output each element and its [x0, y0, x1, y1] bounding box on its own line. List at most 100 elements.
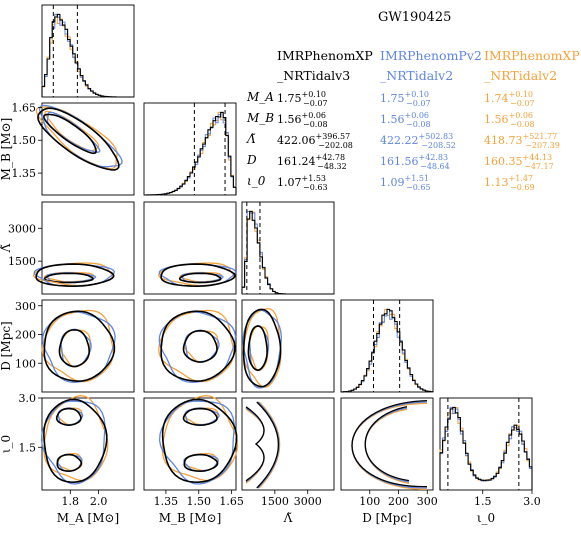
contour-IMRPhenomXP_NRTidalv3	[245, 406, 265, 482]
y-tick-label: 300	[15, 300, 36, 313]
x-axis-label: M_B [M⊙]	[159, 511, 222, 525]
legend-value-cell: 418.73+521.77−207.39	[484, 132, 560, 150]
legend-value-cell: 1.56+0.06−0.08	[277, 111, 328, 129]
contour-IMRPhenomXP_NRTidalv3	[58, 328, 91, 368]
contour-IMRPhenomXP_NRTidalv3	[43, 398, 108, 484]
lower-error: −0.63	[303, 183, 328, 192]
y-tick-label: 3000	[8, 222, 36, 235]
x-tick-label: 100	[359, 495, 380, 508]
x-tick-label: 2.0	[90, 495, 108, 508]
lower-error: −0.07	[303, 99, 328, 108]
upper-error: +44.13	[522, 153, 553, 162]
lower-error: −0.65	[406, 183, 431, 192]
y-tick-label: 1.50	[12, 134, 37, 147]
legend-value-cell: 160.35+44.13−47.17	[484, 153, 554, 171]
x-tick-label: 200	[388, 495, 409, 508]
lower-error: −0.07	[406, 99, 431, 108]
value: 418.73	[484, 134, 523, 147]
y-tick-label: 1.65	[12, 101, 37, 114]
x-tick-label: 3.0	[523, 495, 541, 508]
contour-IMRPhenomXP_NRTidalv3	[247, 325, 268, 372]
legend-col-1-name: IMRPhenomXP	[277, 48, 373, 63]
legend-col-2-suffix: _NRTidalv2	[380, 68, 454, 83]
panel-5-4	[340, 397, 434, 491]
contour-IMRPhenomPv2_NRTidalv2	[40, 400, 106, 485]
panel-frame	[143, 102, 237, 196]
y-tick-label: 1.5	[19, 441, 37, 454]
contour-IMRPhenomXP_NRTidalv2	[158, 309, 235, 383]
legend-value-cell: 1.75+0.10−0.07	[380, 90, 431, 108]
value: 161.56	[380, 155, 419, 168]
x-tick-label: 1.50	[187, 495, 212, 508]
y-tick-label: 3.0	[19, 392, 37, 405]
hist-IMRPhenomXP_NRTidalv3	[144, 111, 237, 196]
upper-error: +1.51	[404, 174, 430, 183]
contour-IMRPhenomXP_NRTidalv3	[182, 407, 218, 427]
contour-IMRPhenomXP_NRTidalv3	[256, 401, 279, 489]
upper-error: +1.47	[508, 174, 534, 183]
value: 1.56	[484, 113, 509, 126]
panel-5-5	[439, 397, 533, 491]
hist-IMRPhenomXP_NRTidalv3	[41, 13, 134, 98]
panel-4-4	[340, 299, 434, 393]
x-tick-label: 3000	[294, 495, 322, 508]
contour-IMRPhenomXP_NRTidalv3	[161, 398, 238, 484]
y-tick-label: 1500	[8, 255, 36, 268]
panel-4-2	[143, 299, 237, 393]
legend-value-cell: 1.75+0.10−0.07	[277, 90, 328, 108]
lower-error: −48.32	[317, 162, 347, 171]
contour-IMRPhenomXP_NRTidalv3	[56, 453, 83, 473]
contour-IMRPhenomXP_NRTidalv3	[42, 113, 97, 155]
x-tick-label: 1.5	[474, 495, 492, 508]
y-axis-label: Λ̃	[0, 243, 13, 253]
upper-error: +42.83	[418, 153, 449, 162]
upper-error: +42.78	[315, 153, 346, 162]
contour-IMRPhenomPv2_NRTidalv2	[158, 400, 235, 485]
upper-error: +0.10	[404, 90, 430, 99]
y-axis-label: ι_0	[0, 435, 13, 453]
lower-error: −0.08	[303, 120, 328, 129]
legend-value-cell: 422.22+502.83−208.52	[380, 132, 456, 150]
panel-5-2	[143, 395, 239, 491]
legend-col-2-name: IMRPhenomPv2	[380, 48, 482, 63]
plot-title: GW190425	[378, 10, 452, 25]
contour-IMRPhenomXP_NRTidalv3	[364, 405, 410, 482]
y-tick-label: 200	[15, 329, 36, 342]
panel-2-1	[35, 102, 135, 196]
panel-2-2	[143, 102, 237, 196]
upper-error: +1.53	[301, 174, 327, 183]
hist-IMRPhenomXP_NRTidalv3	[439, 406, 533, 490]
value: 1.13	[484, 176, 509, 189]
panel-frame	[241, 201, 335, 295]
upper-error: +502.83	[418, 132, 454, 141]
panel-frame	[241, 397, 335, 491]
lower-error: −0.07	[510, 99, 535, 108]
x-tick-label: 1.35	[154, 495, 179, 508]
value: 1.75	[380, 92, 405, 105]
panel-1-1	[41, 4, 135, 98]
x-axis-label: M_A [M⊙]	[57, 511, 119, 525]
y-axis-label: M_B [M⊙]	[0, 118, 13, 181]
contour-IMRPhenomXP_NRTidalv3	[160, 263, 236, 288]
value: 1.09	[380, 176, 405, 189]
y-axis-label: D [Mpc]	[0, 321, 13, 371]
lower-error: −208.52	[421, 141, 456, 150]
lower-error: −0.69	[510, 183, 535, 192]
upper-error: +0.10	[508, 90, 534, 99]
value: 422.22	[380, 134, 419, 147]
value: 1.75	[277, 92, 302, 105]
legend-value-cell: 1.07+1.53−0.63	[277, 174, 328, 192]
legend-value-cell: 422.06+396.57−202.08	[277, 132, 353, 150]
panel-frame	[41, 397, 135, 491]
panel-3-2	[143, 201, 237, 295]
upper-error: +396.57	[315, 132, 351, 141]
panel-frame	[439, 397, 533, 491]
contour-IMRPhenomXP_NRTidalv3	[178, 272, 222, 284]
legend-value-cell: 161.56+42.83−48.64	[380, 153, 450, 171]
panel-4-1	[41, 299, 135, 393]
contour-IMRPhenomXP_NRTidalv2	[41, 309, 114, 383]
legend-param-label: D	[247, 153, 257, 167]
legend-value-cell: 1.56+0.06−0.08	[380, 111, 431, 129]
legend-col-1-suffix: _NRTidalv3	[277, 68, 351, 83]
